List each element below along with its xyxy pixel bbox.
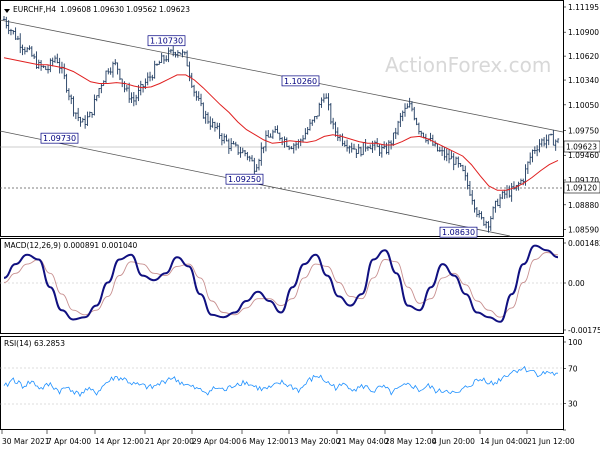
- macd-y-tick-label: 0.00: [568, 279, 585, 288]
- macd-y-tick-label: -0.001754: [568, 326, 600, 335]
- support-label: 1.09120: [566, 184, 597, 193]
- x-axis-label: 6 May 12:00: [242, 437, 289, 446]
- price-header-high: 1.09630: [93, 5, 124, 14]
- price-header-low: 1.09562: [126, 5, 157, 14]
- price-panel-frame: [0, 0, 564, 237]
- price-bars: [2, 16, 560, 233]
- price-y-tick-label: 1.11195: [568, 3, 599, 12]
- price-y-tick-label: 1.09750: [568, 126, 599, 135]
- annotation-box: [281, 75, 320, 87]
- watermark-text: ActionForex.com: [385, 53, 551, 77]
- rsi-line: [3, 365, 559, 398]
- x-axis-label: 21 Jun 12:00: [527, 437, 575, 446]
- price-y-tick-label: 1.10620: [568, 52, 599, 61]
- annotation-label: 1.10730: [150, 37, 183, 46]
- rsi-y-tick-label: 100: [568, 338, 583, 347]
- macd-panel-frame: [0, 238, 564, 334]
- annotation-box: [40, 132, 79, 144]
- x-axis-label: 13 May 20:00: [289, 437, 341, 446]
- annotation-label: 1.10260: [284, 77, 317, 86]
- x-axis-label: 30 Mar 2021: [2, 437, 50, 446]
- rsi-y-tick-label: 30: [568, 400, 578, 409]
- price-y-tick-label: 1.10340: [568, 76, 599, 85]
- price-y-tick-label: 1.09170: [568, 176, 599, 185]
- annotation-label: 1.09730: [43, 134, 76, 143]
- macd-y-tick-label: 0.001482: [568, 239, 600, 248]
- price-header-close: 1.09623: [159, 5, 190, 14]
- x-axis-label: 14 Apr 12:00: [95, 437, 144, 446]
- x-axis-label: 14 Jun 04:00: [480, 437, 528, 446]
- current-price-label-box: [563, 140, 600, 153]
- rsi-header: RSI(14) 63.2853: [4, 339, 65, 348]
- price-y-tick-label: 1.09460: [568, 151, 599, 160]
- price-y-tick-label: 1.08880: [568, 201, 599, 210]
- x-axis-label: 4 Jun 20:00: [432, 437, 475, 446]
- annotation-box: [439, 226, 478, 238]
- moving-average-line: [3, 57, 559, 191]
- rsi-y-tick-label: 70: [568, 364, 578, 373]
- price-y-tick-label: 1.10050: [568, 101, 599, 110]
- price-header-open: 1.09608: [60, 5, 91, 14]
- macd-signal-line: [3, 252, 559, 318]
- annotation-label: 1.08630: [442, 228, 475, 237]
- annotation-label: 1.09250: [228, 175, 261, 184]
- rsi-panel-frame: [0, 336, 564, 430]
- macd-line: [3, 244, 559, 323]
- x-axis-label: 21 Apr 20:00: [145, 437, 194, 446]
- support-label-box: [563, 181, 600, 194]
- dropdown-arrow-icon[interactable]: [4, 9, 10, 13]
- current-price-label: 1.09623: [566, 143, 597, 152]
- x-axis-label: 28 May 12:00: [385, 437, 437, 446]
- annotation-box: [225, 173, 264, 185]
- macd-header: MACD(12,26,9) 0.000891 0.001040: [4, 241, 138, 250]
- x-axis-label: 7 Apr 04:00: [47, 437, 91, 446]
- price-header-symbol: EURCHF,H4: [13, 5, 56, 14]
- x-axis-label: 21 May 04:00: [337, 437, 389, 446]
- x-axis-label: 29 Apr 04:00: [192, 437, 241, 446]
- price-y-tick-label: 1.08590: [568, 226, 599, 235]
- annotation-box: [147, 35, 186, 47]
- price-y-tick-label: 1.10900: [568, 28, 599, 37]
